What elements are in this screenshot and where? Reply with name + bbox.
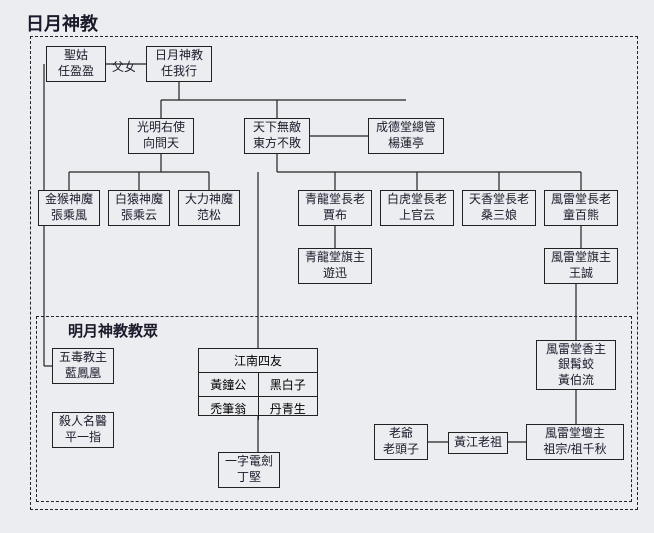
node-line1: 老爺 (379, 426, 423, 442)
node-line2: 任盈盈 (51, 64, 101, 80)
node-wudu: 五毒教主藍鳳凰 (52, 348, 114, 384)
node-line2: 王誠 (549, 266, 613, 282)
node-line1: 白猿神魔 (113, 192, 165, 208)
node-line2: 老頭子 (379, 442, 423, 458)
node-laoye: 老爺老頭子 (374, 424, 428, 460)
jiangnan-four-friends: 江南四友 黃鐘公 黑白子 禿筆翁 丹青生 (198, 348, 318, 416)
node-baihu: 白虎堂長老上官云 (380, 190, 454, 226)
node-line1: 風雷堂長老 (549, 192, 613, 208)
node-line2: 遊迅 (303, 266, 367, 282)
node-flqz: 風雷堂旗主王誠 (544, 248, 618, 284)
node-line1: 五毒教主 (57, 350, 109, 366)
node-fenglei: 風雷堂長老童百熊 (544, 190, 618, 226)
node-line2: 銀髯蛟 (541, 357, 611, 373)
node-huangjiang: 黃江老祖 (448, 432, 508, 454)
node-line1: 青龍堂長老 (303, 192, 367, 208)
node-line1: 風雷堂旗主 (549, 250, 613, 266)
node-line2: 藍鳳凰 (57, 366, 109, 382)
node-line1: 黃江老祖 (453, 435, 503, 451)
node-line1: 成德堂總管 (373, 120, 439, 136)
node-line2: 賈布 (303, 208, 367, 224)
four-friends-cell: 丹青生 (259, 397, 318, 420)
node-flxz: 風雷堂香主銀髯蛟黃伯流 (536, 340, 616, 390)
node-chengde: 成德堂總管楊蓮亭 (368, 118, 444, 154)
node-line1: 大力神魔 (183, 192, 235, 208)
node-line2: 任我行 (151, 64, 207, 80)
node-line2: 楊蓮亭 (373, 136, 439, 152)
node-line2: 平一指 (57, 430, 109, 446)
sub-title: 明月神教教眾 (68, 320, 158, 341)
node-line2: 張乘云 (113, 208, 165, 224)
node-line1: 光明右使 (133, 120, 189, 136)
node-line2: 桑三娘 (467, 208, 531, 224)
node-line2: 范松 (183, 208, 235, 224)
main-title: 日月神教 (26, 10, 98, 36)
node-tianxiang: 天香堂長老桑三娘 (462, 190, 536, 226)
four-friends-cell: 禿筆翁 (199, 397, 259, 420)
node-sharen: 殺人名醫平一指 (52, 412, 114, 448)
node-line2: 上官云 (385, 208, 449, 224)
four-friends-cell: 黑白子 (259, 373, 318, 396)
relation-label: 父女 (112, 58, 136, 75)
node-leader: 日月神教任我行 (146, 46, 212, 82)
node-line3: 黃伯流 (541, 373, 611, 389)
node-baiyuan: 白猿神魔張乘云 (108, 190, 170, 226)
node-line2: 丁堅 (223, 470, 275, 486)
node-line2: 向問天 (133, 136, 189, 152)
node-line1: 一字電劍 (223, 454, 275, 470)
node-line1: 殺人名醫 (57, 414, 109, 430)
node-jinhou: 金猴神魔張乘風 (38, 190, 100, 226)
node-line1: 日月神教 (151, 48, 207, 64)
node-fltz: 風雷堂壇主祖宗/祖千秋 (526, 424, 624, 460)
node-line1: 聖姑 (51, 48, 101, 64)
four-friends-cell: 黃鐘公 (199, 373, 259, 396)
node-dongfang: 天下無敵東方不敗 (244, 118, 310, 154)
node-line1: 風雷堂香主 (541, 342, 611, 358)
node-line1: 青龍堂旗主 (303, 250, 367, 266)
node-qinglong: 青龍堂長老賈布 (298, 190, 372, 226)
node-line1: 風雷堂壇主 (531, 426, 619, 442)
node-line2: 東方不敗 (249, 136, 305, 152)
node-line1: 白虎堂長老 (385, 192, 449, 208)
node-line1: 天下無敵 (249, 120, 305, 136)
node-yzds: 一字電劍丁堅 (218, 452, 280, 488)
node-line2: 祖宗/祖千秋 (531, 442, 619, 458)
four-friends-title: 江南四友 (199, 349, 317, 373)
node-line2: 張乘風 (43, 208, 95, 224)
node-line2: 童百熊 (549, 208, 613, 224)
node-dali: 大力神魔范松 (178, 190, 240, 226)
node-guangming: 光明右使向問天 (128, 118, 194, 154)
node-shenggu: 聖姑任盈盈 (46, 46, 106, 82)
node-line1: 天香堂長老 (467, 192, 531, 208)
node-line1: 金猴神魔 (43, 192, 95, 208)
node-qlqz: 青龍堂旗主遊迅 (298, 248, 372, 284)
